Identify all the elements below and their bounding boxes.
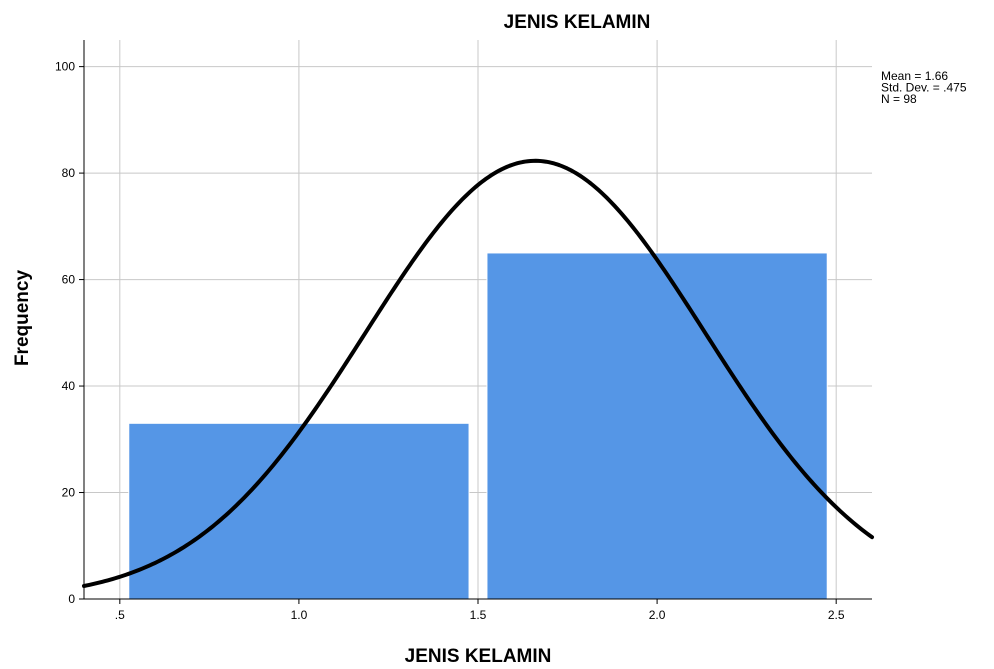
x-axis-label: JENIS KELAMIN — [405, 646, 552, 667]
x-tick-label: .5 — [115, 608, 125, 622]
x-tick-labels: .5 1.0 1.5 2.0 2.5 — [115, 608, 845, 622]
histogram-bar — [486, 252, 828, 600]
stats-line: N = 98 — [881, 92, 917, 106]
y-tick-label: 40 — [62, 379, 76, 393]
x-tick-label: 2.5 — [828, 608, 845, 622]
chart-title: JENIS KELAMIN — [504, 12, 651, 33]
x-tick-label: 2.0 — [649, 608, 666, 622]
y-tick-label: 0 — [68, 592, 75, 606]
y-tick-label: 20 — [62, 486, 76, 500]
y-axis-label: Frequency — [12, 270, 33, 367]
x-tick-label: 1.5 — [470, 608, 487, 622]
y-tick-label: 100 — [55, 60, 75, 74]
normal-curve — [82, 158, 874, 589]
x-tick-label: 1.0 — [291, 608, 308, 622]
axes — [79, 40, 872, 604]
stats-line: Mean = 1.66 — [881, 69, 948, 83]
normal-curve-layer — [82, 158, 874, 589]
y-tick-labels: 0 20 40 60 80 100 — [55, 60, 75, 606]
y-tick-label: 80 — [62, 166, 76, 180]
histogram-bar — [128, 422, 470, 600]
bars — [128, 252, 828, 600]
y-tick-label: 60 — [62, 273, 76, 287]
stats-line: Std. Dev. = .475 — [881, 81, 967, 95]
